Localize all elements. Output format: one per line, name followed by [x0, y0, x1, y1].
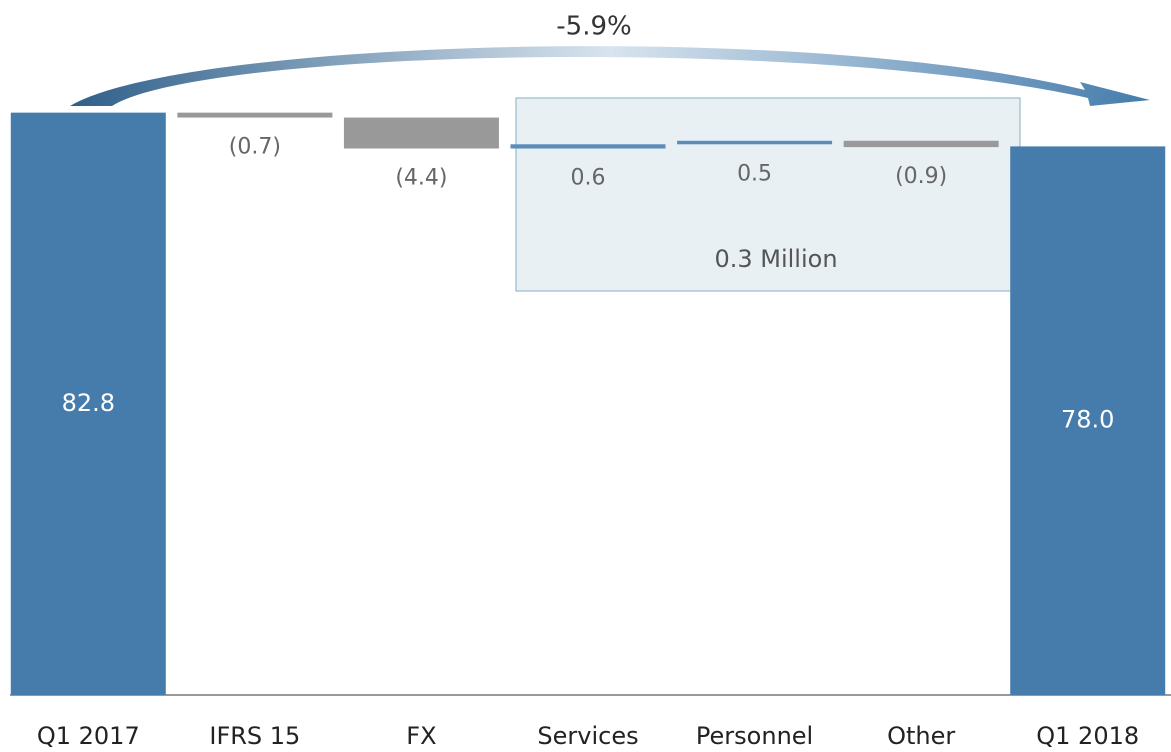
x-tick-label: Q1 2018: [1036, 722, 1139, 750]
x-tick-label: Services: [537, 722, 638, 750]
group-label: 0.3 Million: [714, 245, 837, 273]
value-label: (4.4): [395, 166, 447, 191]
change-arrow: [70, 46, 1150, 106]
x-tick-label: Other: [887, 722, 955, 750]
value-label: 0.5: [737, 161, 772, 186]
x-tick-label: IFRS 15: [209, 722, 300, 750]
value-label: (0.7): [229, 135, 281, 160]
group-box: [515, 97, 1021, 292]
bar: [1010, 146, 1166, 695]
value-label: 78.0: [1061, 406, 1114, 434]
value-label: 82.8: [62, 389, 115, 417]
change-label: -5.9%: [556, 12, 631, 42]
bar: [510, 144, 666, 149]
bar: [343, 117, 499, 149]
x-tick-label: FX: [406, 722, 436, 750]
bar: [10, 112, 166, 695]
bar: [843, 140, 999, 148]
value-label: 0.6: [571, 166, 606, 191]
value-label: (0.9): [895, 164, 947, 189]
bar: [177, 112, 333, 118]
bar: [677, 140, 833, 145]
x-tick-label: Q1 2017: [37, 722, 140, 750]
x-tick-label: Personnel: [696, 722, 813, 750]
